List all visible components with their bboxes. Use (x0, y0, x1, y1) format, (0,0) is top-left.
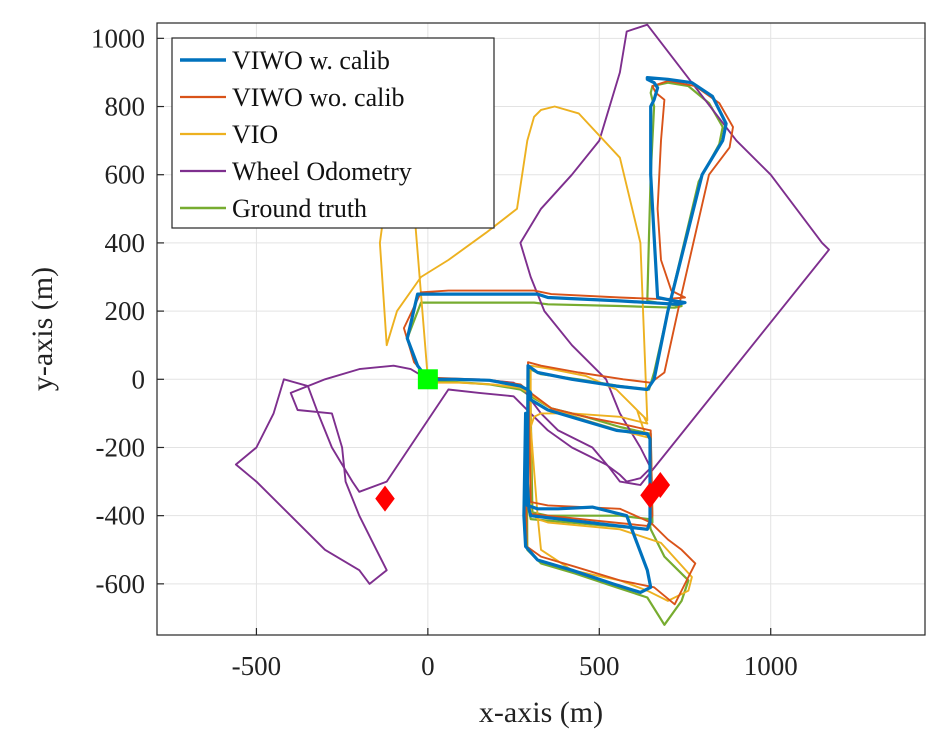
series-line-4 (234, 23, 830, 585)
legend-label: VIWO w. calib (232, 46, 390, 75)
plot-markers (375, 369, 671, 512)
legend-label: VIO (232, 120, 278, 149)
legend: VIWO w. calib VIWO wo. calib VIO Wheel Odom… (171, 37, 495, 229)
y-tick-label: -200 (96, 432, 146, 462)
plot-series (234, 23, 830, 626)
y-tick-label: 0 (132, 364, 146, 394)
x-tick-label: 1000 (744, 651, 798, 681)
x-tick-label: 500 (579, 651, 620, 681)
y-tick-label: 800 (105, 92, 146, 122)
x-tick-label: 0 (421, 651, 435, 681)
y-tick-label: -600 (96, 569, 146, 599)
legend-label: Wheel Odometry (232, 157, 412, 186)
end-marker (650, 471, 671, 498)
y-tick-label: 600 (105, 160, 146, 190)
end-marker (375, 485, 395, 512)
y-tick-label: 200 (105, 296, 146, 326)
x-tick-label: -500 (232, 651, 282, 681)
start-marker (417, 369, 438, 390)
series-line-1 (405, 75, 728, 595)
y-tick-label: -400 (96, 501, 146, 531)
y-axis-label: y-axis (m) (26, 267, 59, 391)
axis-ticks: -500 0 500 1000 -600 -400 -200 0 200 400 600 800 100… (91, 23, 798, 681)
legend-label: Ground truth (232, 194, 367, 223)
y-tick-label: 400 (105, 228, 146, 258)
plot-frame (156, 22, 926, 636)
x-axis-label: x-axis (m) (479, 696, 603, 729)
legend-label: VIWO wo. calib (232, 83, 405, 112)
y-tick-label: 1000 (91, 23, 145, 53)
